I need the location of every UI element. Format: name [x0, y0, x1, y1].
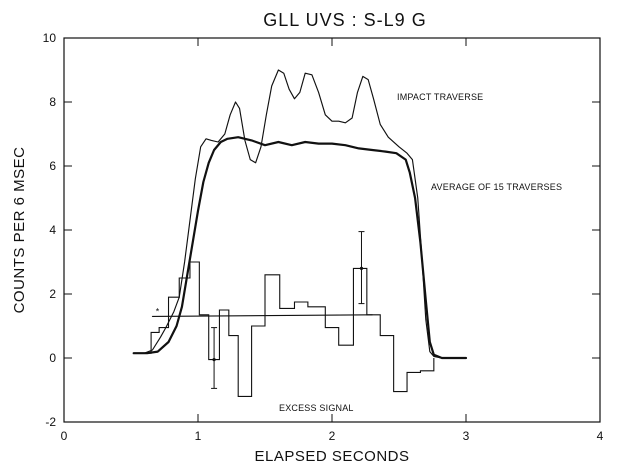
y-tick-label-6: 10	[43, 31, 57, 45]
labels-layer: ELAPSED SECONDS COUNTS PER 6 MSEC IMPACT…	[11, 92, 562, 465]
y-tick-label-0: -2	[45, 415, 56, 429]
ticks-layer: 0 1 2 3 4 -2 0 2 4 6 8 10	[43, 31, 604, 443]
error-bar-center-point-1	[359, 266, 364, 270]
series-average-line	[132, 136, 468, 360]
y-axis-label: COUNTS PER 6 MSEC	[11, 147, 28, 314]
x-tick-label-2: 2	[329, 429, 336, 443]
annotation-excess-signal: EXCESS SIGNAL	[279, 403, 354, 413]
asterisk-marker: *	[156, 307, 160, 317]
y-tick-label-4: 6	[49, 159, 56, 173]
title-layer: GLL UVS : S-L9 G	[263, 10, 426, 30]
excess-signal-steps	[147, 261, 435, 397]
series-baseline-line	[151, 314, 373, 317]
annotation-impact-traverse: IMPACT TRAVERSE	[397, 92, 483, 102]
data-layer: *	[132, 69, 468, 397]
error-bar-center-point-0	[212, 358, 216, 362]
y-tick-label-1: 0	[49, 351, 56, 365]
plot-frame	[63, 37, 601, 423]
x-tick-label-1: 1	[195, 429, 202, 443]
y-tick-label-2: 2	[49, 287, 56, 301]
x-axis-label: ELAPSED SECONDS	[254, 448, 409, 465]
x-tick-label-3: 3	[463, 429, 470, 443]
y-tick-label-5: 8	[49, 95, 56, 109]
x-tick-label-0: 0	[61, 429, 68, 443]
x-tick-label-4: 4	[597, 429, 604, 443]
y-tick-label-3: 4	[49, 223, 56, 237]
annotation-average-traverses: AVERAGE OF 15 TRAVERSES	[431, 182, 562, 192]
series-impact-line	[133, 69, 467, 359]
chart-title: GLL UVS : S-L9 G	[263, 10, 426, 30]
axes-layer	[63, 37, 601, 423]
